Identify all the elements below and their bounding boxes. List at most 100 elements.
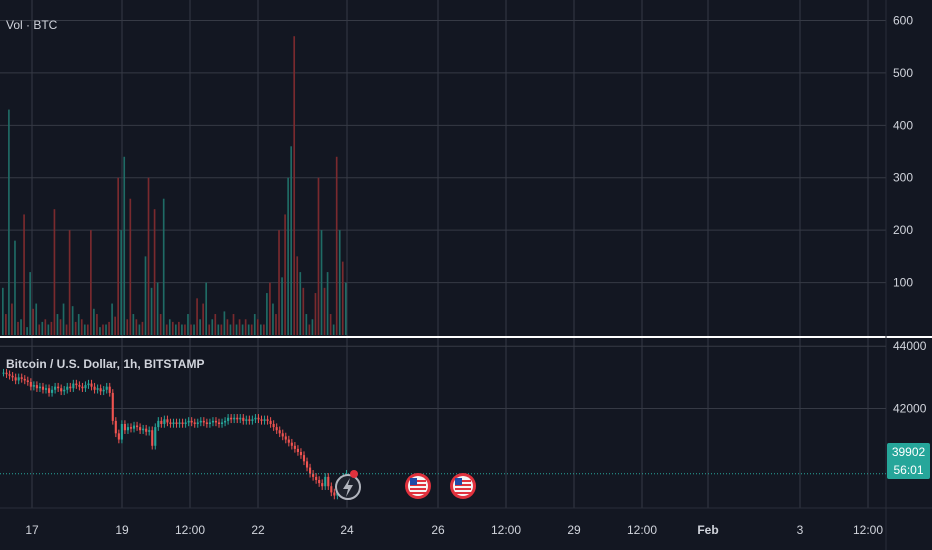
volume-bar xyxy=(320,230,323,335)
volume-bar xyxy=(5,314,7,335)
price-candle xyxy=(302,455,306,462)
time-tick-label: 29 xyxy=(567,523,581,537)
price-candle xyxy=(26,380,29,382)
volume-tick-label: 100 xyxy=(893,276,913,290)
price-candle xyxy=(17,377,20,381)
volume-bar xyxy=(96,314,98,335)
price-candle xyxy=(2,372,5,374)
price-candle xyxy=(290,442,293,446)
symbol-legend[interactable]: Bitcoin / U.S. Dollar, 1h, BITSTAMP xyxy=(6,357,205,371)
volume-bar xyxy=(338,230,341,335)
flag-canton xyxy=(455,478,462,485)
flag-stripe xyxy=(455,492,471,494)
price-candle xyxy=(193,422,196,424)
price-candle xyxy=(166,419,169,423)
price-candle xyxy=(287,439,290,443)
volume-bar xyxy=(314,293,317,335)
price-candle xyxy=(8,374,11,376)
volume-bar xyxy=(80,319,83,335)
volume-bar xyxy=(263,324,265,335)
price-candle xyxy=(196,422,199,424)
price-candle xyxy=(169,422,172,424)
price-candle xyxy=(129,427,133,429)
price-candle xyxy=(142,428,145,431)
flag-canton xyxy=(410,478,417,485)
volume-bar xyxy=(171,321,174,335)
volume-bar xyxy=(220,324,223,335)
price-candle xyxy=(154,427,157,446)
volume-bar xyxy=(226,319,229,335)
volume-bar xyxy=(77,314,80,335)
price-candle xyxy=(78,385,81,387)
volume-bar xyxy=(59,319,62,335)
price-candle xyxy=(220,422,224,424)
volume-bar xyxy=(108,321,110,335)
volume-bar xyxy=(47,324,50,335)
volume-bar xyxy=(229,324,232,335)
volume-bar xyxy=(168,319,171,335)
volume-bar xyxy=(275,314,277,335)
us-flag-icon[interactable] xyxy=(450,473,476,499)
volume-bar xyxy=(141,321,144,335)
price-tick-label: 44000 xyxy=(893,339,927,353)
volume-bar xyxy=(302,287,305,335)
price-candle xyxy=(105,386,108,390)
volume-bar xyxy=(241,324,244,335)
price-candle xyxy=(266,419,269,421)
volume-bar xyxy=(129,198,132,335)
volume-bar xyxy=(235,324,238,335)
price-candle xyxy=(318,480,321,484)
flag-stripe xyxy=(410,480,426,482)
price-candle xyxy=(99,388,102,392)
price-candle xyxy=(117,433,120,440)
volume-legend[interactable]: Vol · BTC xyxy=(6,18,58,32)
price-candle xyxy=(20,377,23,379)
price-candle xyxy=(44,388,48,390)
lightning-icon[interactable] xyxy=(335,470,361,500)
price-candle xyxy=(214,420,218,423)
volume-bar xyxy=(208,324,211,335)
us-flag-icon[interactable] xyxy=(405,473,431,499)
price-candle xyxy=(108,386,111,393)
volume-bar xyxy=(287,177,289,335)
price-candle xyxy=(239,417,242,420)
volume-bar xyxy=(244,319,247,335)
price-candle xyxy=(148,430,151,432)
price-candle xyxy=(217,422,221,424)
flag-stripe xyxy=(455,480,471,482)
price-candle xyxy=(205,422,208,424)
price-candles xyxy=(0,368,886,500)
volume-bar xyxy=(326,272,329,335)
volume-bar xyxy=(290,146,293,335)
volume-bar xyxy=(175,324,177,335)
volume-bar xyxy=(153,209,156,335)
time-tick-label: 3 xyxy=(797,523,804,537)
price-candle xyxy=(181,422,184,424)
volume-bar xyxy=(293,36,296,335)
price-candle xyxy=(187,420,190,423)
volume-bar xyxy=(214,314,217,335)
event-markers[interactable] xyxy=(335,470,476,500)
bar-countdown-label: 56:01 xyxy=(887,461,930,479)
flag-stripe xyxy=(410,492,426,494)
price-candle xyxy=(269,420,272,424)
volume-bar xyxy=(199,319,201,335)
volume-bar xyxy=(253,314,256,335)
volume-bar xyxy=(17,321,19,335)
price-candle xyxy=(208,422,211,424)
flag-stripe xyxy=(455,488,471,490)
volume-bars xyxy=(2,36,347,335)
price-candle xyxy=(184,422,187,424)
volume-bar xyxy=(11,303,13,335)
time-tick-label: 12:00 xyxy=(175,523,205,537)
volume-bar xyxy=(317,177,320,335)
volume-bar xyxy=(65,324,68,335)
price-candle xyxy=(257,417,260,420)
volume-tick-label: 500 xyxy=(893,66,913,80)
price-candle xyxy=(54,386,57,390)
volume-bar xyxy=(181,324,183,335)
volume-bar xyxy=(193,324,195,335)
volume-bar xyxy=(299,272,302,335)
